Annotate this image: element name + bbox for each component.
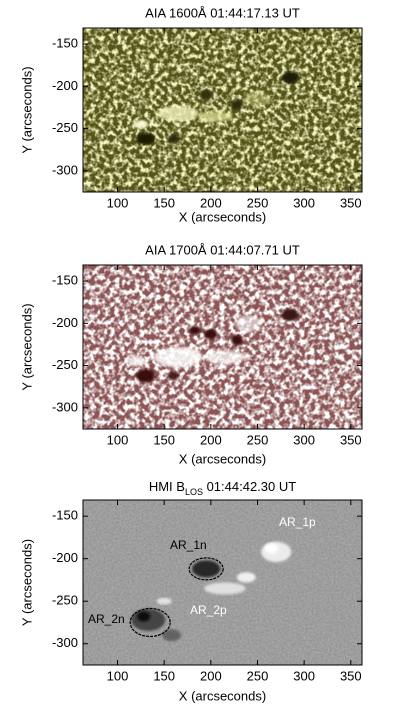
x-tick-label: 250 (247, 195, 269, 210)
contour (129, 607, 171, 638)
image-texture (83, 28, 362, 192)
x-tick-label: 250 (247, 432, 269, 447)
y-axis-label: Y (arcseconds) (19, 66, 34, 153)
x-tick-label: 200 (200, 195, 222, 210)
y-tick-label: -300 (52, 635, 78, 650)
title-subscript: LOS (185, 487, 203, 497)
annotation: AR_2p (190, 603, 227, 617)
feature (236, 572, 256, 583)
y-tick-label: -150 (52, 508, 78, 523)
feature (231, 99, 243, 111)
x-tick-label: 350 (340, 432, 362, 447)
feature (235, 314, 262, 332)
feature (136, 132, 155, 145)
image-texture (83, 500, 362, 665)
feature (231, 335, 243, 346)
x-tick-label: 150 (153, 668, 175, 683)
y-tick-label: -200 (52, 315, 78, 330)
solar-image (83, 500, 362, 665)
feature (244, 92, 271, 106)
panel-title: AIA 1700Å 01:44:07.71 UT (145, 242, 300, 257)
y-tick-label: -250 (52, 120, 78, 135)
feature (136, 368, 155, 383)
y-tick-label: -200 (52, 550, 78, 565)
y-tick-label: -250 (52, 357, 78, 372)
feature (137, 611, 151, 622)
y-tick-label: -300 (52, 162, 78, 177)
feature (126, 356, 146, 367)
feature (156, 597, 172, 605)
x-tick-label: 100 (107, 668, 129, 683)
feature (199, 89, 213, 100)
panel: AIA 1600Å 01:44:17.13 UT 100 150 200 250 300 3… (19, 5, 363, 224)
title-part: HMI B (149, 479, 185, 494)
panel: AIA 1700Å 01:44:07.71 UT 100 150 200 250 300 3… (19, 242, 363, 466)
feature (281, 308, 299, 321)
x-tick-label: 100 (107, 432, 129, 447)
x-tick-label: 350 (340, 195, 362, 210)
x-tick-label: 100 (107, 195, 129, 210)
annotation: AR_2n (88, 612, 125, 626)
feature (157, 105, 199, 122)
feature (264, 543, 279, 554)
y-axis-label: Y (arcseconds) (19, 539, 34, 626)
feature (153, 346, 203, 368)
feature (204, 329, 218, 340)
y-tick-label: -150 (52, 272, 78, 287)
y-tick-label: -250 (52, 593, 78, 608)
feature (133, 120, 149, 129)
feature (189, 325, 201, 335)
x-tick-label: 250 (247, 668, 269, 683)
image-texture (83, 265, 362, 429)
x-tick-label: 350 (340, 668, 362, 683)
x-tick-label: 300 (293, 432, 315, 447)
x-tick-label: 150 (153, 432, 175, 447)
title-part: 01:44:42.30 UT (203, 479, 296, 494)
panel-title: HMI BLOS 01:44:42.30 UT (149, 479, 296, 497)
feature (162, 629, 182, 642)
x-tick-label: 200 (200, 668, 222, 683)
feature (204, 582, 246, 595)
plot-frame (82, 499, 363, 666)
x-axis-label: X (arcseconds) (179, 209, 266, 224)
x-axis-label: X (arcseconds) (179, 451, 266, 466)
feature (198, 111, 233, 122)
feature (192, 560, 221, 578)
annotation: AR_1p (279, 515, 316, 529)
y-axis-label: Y (arcseconds) (19, 303, 34, 390)
x-tick-label: 300 (293, 195, 315, 210)
feature (167, 134, 180, 143)
panel: HMI BLOS 01:44:42.30 UT 100 150 200 250 300 35… (19, 479, 363, 703)
feature (167, 371, 180, 380)
x-tick-label: 200 (200, 432, 222, 447)
solar-image (83, 265, 362, 429)
feature (281, 71, 299, 84)
solar-image (83, 28, 362, 192)
x-tick-label: 150 (153, 195, 175, 210)
y-tick-label: -300 (52, 399, 78, 414)
plot-frame (82, 27, 363, 193)
plot-frame (82, 264, 363, 430)
contour (188, 557, 224, 581)
feature (204, 350, 246, 364)
annotation: AR_1n (170, 538, 207, 552)
panel-title: AIA 1600Å 01:44:17.13 UT (145, 5, 300, 20)
y-tick-label: -150 (52, 35, 78, 50)
x-tick-label: 300 (293, 668, 315, 683)
y-tick-label: -200 (52, 78, 78, 93)
x-axis-label: X (arcseconds) (179, 688, 266, 703)
